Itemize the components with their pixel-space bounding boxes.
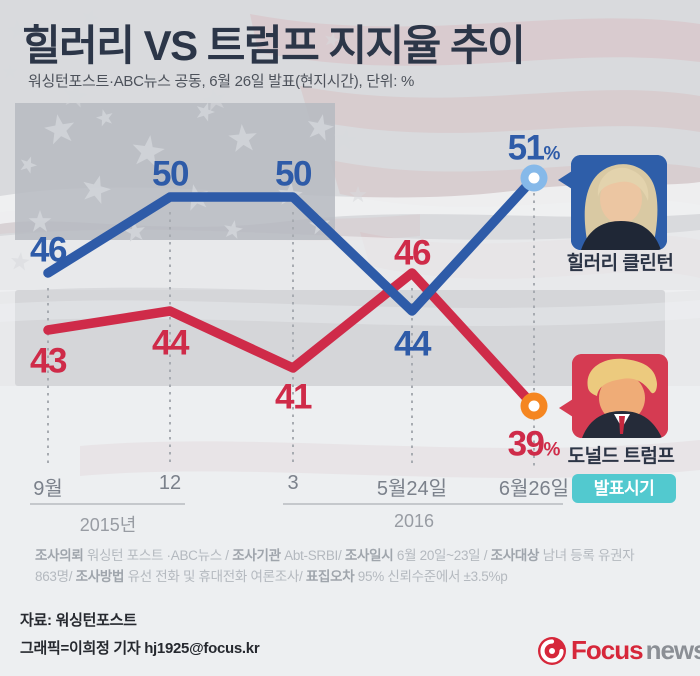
focusnews-logo: Focus news bbox=[537, 635, 700, 666]
page-title: 힐러리 VS 트럼프 지지율 추이 bbox=[22, 22, 526, 69]
trump-endpoint-marker bbox=[520, 392, 548, 420]
year-label-2015: 2015년 bbox=[79, 515, 137, 535]
trump-name-label: 도널드 트럼프 bbox=[567, 446, 675, 467]
x-axis-label-0: 9월 bbox=[33, 478, 63, 500]
hillary-value-2: 50 bbox=[275, 154, 312, 194]
year-2015-underline bbox=[30, 503, 185, 505]
credit-line: 그래픽=이희정 기자 hj1925@focus.kr bbox=[20, 640, 260, 657]
hillary-photo-card bbox=[558, 155, 667, 250]
source-line: 자료: 워싱턴포스트 bbox=[20, 612, 137, 629]
unit-suffix: % bbox=[543, 439, 561, 461]
hillary-card-pointer bbox=[558, 171, 572, 189]
page-subtitle: 워싱턴포스트·ABC뉴스 공동, 6월 26일 발표(현지시간), 단위: % bbox=[28, 73, 415, 90]
x-axis-label-2: 3 bbox=[287, 472, 299, 494]
trump-photo bbox=[572, 354, 668, 438]
year-label-2016: 2016 bbox=[393, 511, 435, 531]
unit-suffix: % bbox=[543, 143, 561, 165]
trump-value-0: 43 bbox=[30, 341, 67, 381]
survey-notes-line1: 조사의뢰 워싱턴 포스트 ·ABC뉴스 / 조사기관 Abt-SRBI/ 조사일… bbox=[35, 548, 635, 563]
trump-value-3: 46 bbox=[394, 233, 431, 273]
hillary-value-3: 44 bbox=[394, 324, 431, 364]
trump-card-pointer bbox=[559, 399, 573, 417]
hillary-value-1: 50 bbox=[152, 154, 189, 194]
x-axis-label-3: 5월24일 bbox=[376, 478, 448, 500]
survey-notes: 조사의뢰 워싱턴 포스트 ·ABC뉴스 / 조사기관 Abt-SRBI/ 조사일… bbox=[35, 545, 675, 587]
logo-brand-text: Focus bbox=[571, 635, 644, 665]
hillary-value-0: 46 bbox=[30, 230, 67, 270]
x-axis-label-4: 6월26일 bbox=[498, 478, 570, 500]
logo-suffix-text: news bbox=[645, 635, 700, 665]
trump-photo-card bbox=[559, 354, 668, 438]
hillary-name-label: 힐러리 클린턴 bbox=[566, 253, 674, 274]
year-2016-underline bbox=[283, 503, 563, 505]
hillary-endpoint-marker bbox=[520, 164, 548, 192]
hillary-value-4: 51% bbox=[507, 128, 561, 168]
release-time-badge: 발표시기 bbox=[572, 474, 676, 503]
hillary-photo bbox=[571, 155, 667, 250]
hillary-line bbox=[43, 173, 539, 316]
support-trend-chart bbox=[43, 164, 548, 466]
survey-notes-line2: 863명/ 조사방법 유선 전화 및 휴대전화 여론조사/ 표집오차 95% 신… bbox=[35, 569, 508, 584]
x-axis-label-1: 12 bbox=[158, 472, 182, 494]
trump-line bbox=[43, 268, 539, 411]
trump-value-1: 44 bbox=[152, 323, 189, 363]
trump-value-4: 39% bbox=[507, 424, 561, 464]
focusnews-swirl-icon bbox=[538, 636, 566, 665]
trump-value-2: 41 bbox=[275, 377, 312, 417]
